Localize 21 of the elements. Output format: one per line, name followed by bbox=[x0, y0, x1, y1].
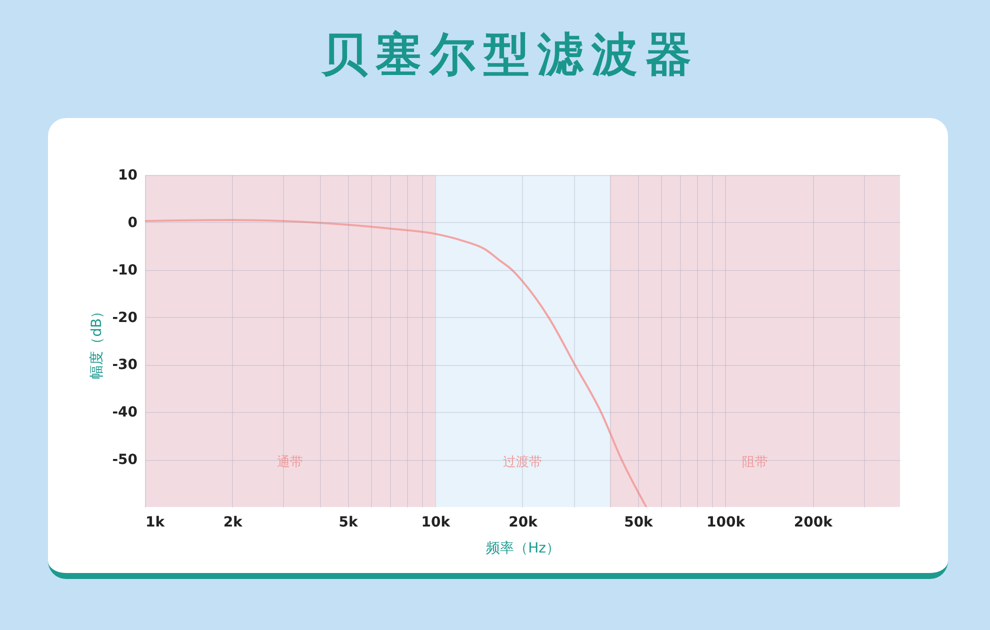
y-tick-label: -30 bbox=[112, 357, 138, 374]
band-label: 过渡带 bbox=[503, 455, 542, 470]
x-tick-label: 200k bbox=[794, 514, 834, 530]
x-tick-label: 10k bbox=[421, 514, 451, 530]
y-tick-label: -20 bbox=[112, 310, 138, 326]
x-tick-label: 5k bbox=[338, 514, 359, 530]
y-tick-label: 0 bbox=[128, 214, 138, 231]
y-tick-label: 10 bbox=[118, 168, 138, 184]
x-tick-label: 20k bbox=[508, 514, 538, 530]
y-tick-label: -50 bbox=[112, 452, 138, 468]
x-tick-label: 1k bbox=[146, 514, 166, 530]
y-tick-label: -10 bbox=[112, 262, 138, 278]
x-axis-title: 频率（Hz） bbox=[486, 540, 560, 556]
x-tick-label: 50k bbox=[624, 514, 654, 530]
chart-title: 贝塞尔型滤波器 bbox=[320, 27, 700, 81]
x-tick-label: 100k bbox=[706, 514, 746, 530]
band-label: 阻带 bbox=[742, 455, 768, 470]
x-tick-label: 2k bbox=[223, 514, 244, 530]
y-axis-title: 幅度（dB） bbox=[89, 304, 106, 379]
y-tick-label: -40 bbox=[112, 404, 138, 421]
band-label: 通带 bbox=[277, 455, 304, 470]
